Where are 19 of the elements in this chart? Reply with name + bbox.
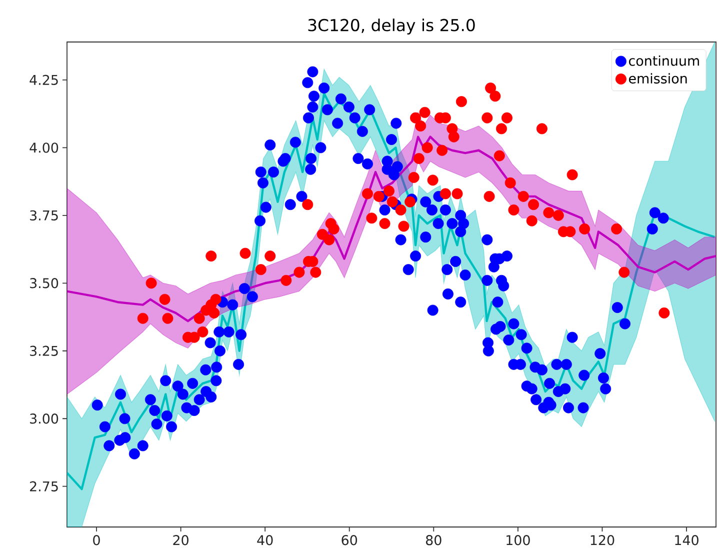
x-tick-label: 60: [342, 535, 358, 546]
chart-title: 3C120, delay is 25.0: [308, 18, 475, 34]
x-tick-label: 20: [173, 535, 188, 546]
x-tick-label: 140: [675, 535, 698, 546]
x-tick-label: 100: [506, 535, 530, 546]
y-tick-label: 3.50: [30, 278, 58, 288]
legend-label: emission: [629, 73, 687, 84]
y-tick-label: 3.00: [30, 414, 58, 424]
y-tick-label: 3.75: [30, 210, 58, 220]
y-tick-label: 4.25: [30, 74, 58, 86]
x-tick-label: 80: [426, 535, 442, 546]
y-tick-label: 2.75: [30, 481, 58, 492]
x-tick-label: 0: [93, 535, 100, 546]
y-tick-label: 3.25: [30, 346, 58, 356]
line-series: [67, 136, 716, 322]
legend-label: continuum: [629, 55, 699, 66]
x-tick-label: 120: [590, 535, 614, 546]
y-tick-label: 4.00: [30, 142, 58, 153]
x-tick-label: 40: [257, 535, 273, 546]
